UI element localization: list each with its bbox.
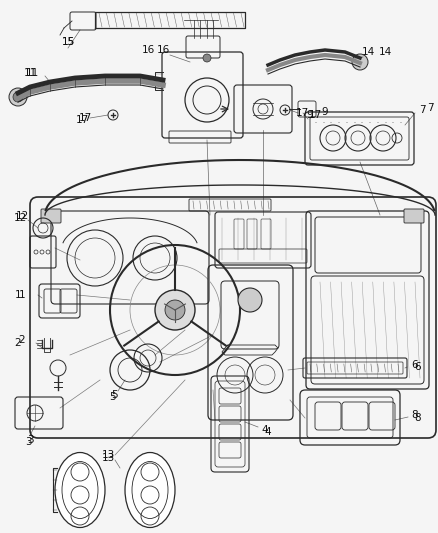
Text: 15: 15 <box>61 37 74 47</box>
Circle shape <box>13 92 23 102</box>
Text: 9: 9 <box>321 107 328 117</box>
Ellipse shape <box>125 453 175 528</box>
Text: 4: 4 <box>261 425 268 435</box>
FancyBboxPatch shape <box>404 209 424 223</box>
Text: 17: 17 <box>308 110 321 120</box>
Text: 17: 17 <box>295 108 309 118</box>
Text: 3: 3 <box>25 437 31 447</box>
Text: 11: 11 <box>25 68 39 78</box>
Text: 12: 12 <box>14 213 27 223</box>
Text: 5: 5 <box>112 390 118 400</box>
Text: 14: 14 <box>378 47 392 57</box>
Text: 12: 12 <box>15 211 28 221</box>
Text: 3: 3 <box>27 435 33 445</box>
Text: 16: 16 <box>156 45 170 55</box>
Text: 1: 1 <box>15 290 21 300</box>
Text: 13: 13 <box>101 450 115 460</box>
Text: 17: 17 <box>75 115 88 125</box>
Text: 8: 8 <box>415 413 421 423</box>
Text: 14: 14 <box>361 47 374 57</box>
Circle shape <box>9 88 27 106</box>
Text: 2: 2 <box>15 338 21 348</box>
Text: 16: 16 <box>141 45 155 55</box>
Text: 4: 4 <box>265 427 271 437</box>
Ellipse shape <box>55 453 105 528</box>
Text: 1: 1 <box>19 290 25 300</box>
Text: 7: 7 <box>419 105 425 115</box>
Text: 2: 2 <box>19 335 25 345</box>
Text: 9: 9 <box>307 110 313 120</box>
Circle shape <box>238 288 262 312</box>
Circle shape <box>352 54 368 70</box>
Circle shape <box>165 300 185 320</box>
Circle shape <box>203 54 211 62</box>
Text: 6: 6 <box>415 362 421 372</box>
Text: 15: 15 <box>61 37 74 47</box>
Circle shape <box>155 290 195 330</box>
Text: 17: 17 <box>78 113 92 123</box>
Text: 5: 5 <box>109 392 115 402</box>
Text: 6: 6 <box>412 360 418 370</box>
FancyBboxPatch shape <box>41 209 61 223</box>
Ellipse shape <box>132 462 168 519</box>
Text: 13: 13 <box>101 453 115 463</box>
Text: 8: 8 <box>412 410 418 420</box>
Text: 11: 11 <box>23 68 37 78</box>
Text: 7: 7 <box>427 103 433 113</box>
Ellipse shape <box>62 462 98 519</box>
